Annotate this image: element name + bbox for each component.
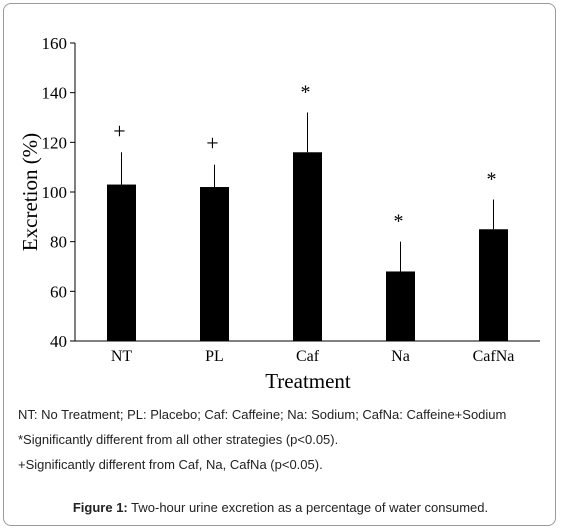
x-tick-label: NT <box>111 348 133 365</box>
y-tick-label: 160 <box>42 34 68 53</box>
figure-frame <box>3 3 556 526</box>
y-tick-label: 60 <box>50 282 67 301</box>
x-tick-label: CafNa <box>473 348 515 365</box>
bars <box>107 152 508 341</box>
caption-block: NT: No Treatment; PL: Placebo; Caf: Caff… <box>18 406 546 473</box>
y-ticks: 40 60 80 100 120 140 160 <box>42 34 75 351</box>
y-tick-label: 120 <box>42 133 68 152</box>
abbreviation-legend: NT: No Treatment; PL: Placebo; Caf: Caff… <box>18 407 507 422</box>
y-tick-label: 80 <box>50 233 67 252</box>
figure-caption: Figure 1: Two-hour urine excretion as a … <box>0 500 561 515</box>
significance-note-plus: +Significantly different from Caf, Na, C… <box>18 457 323 472</box>
bar-nt <box>107 184 136 341</box>
bar-cafna <box>479 229 508 341</box>
y-tick-label: 100 <box>42 183 68 202</box>
significance-marker: * <box>487 168 497 190</box>
x-tick-labels: NT PL Caf Na CafNa <box>111 348 515 365</box>
significance-marker: + <box>113 118 125 143</box>
significance-marker: + <box>206 131 218 156</box>
x-tick-label: Caf <box>296 348 320 365</box>
x-tick-label: Na <box>391 348 410 365</box>
error-bars <box>121 112 494 272</box>
figure-caption-text: Two-hour urine excretion as a percentage… <box>127 500 489 515</box>
significance-marker: * <box>301 82 311 104</box>
y-tick-label: 40 <box>50 332 67 351</box>
y-tick-label: 140 <box>42 84 68 103</box>
significance-marker: * <box>394 211 404 233</box>
bar-caf <box>293 152 322 341</box>
significance-note-star: *Significantly different from all other … <box>18 432 339 447</box>
y-axis-label: Excretion (%) <box>18 133 42 251</box>
significance-markers: + + * * * <box>113 82 496 233</box>
x-axis-label: Treatment <box>265 369 351 393</box>
x-tick-label: PL <box>205 348 224 365</box>
bar-pl <box>200 187 229 341</box>
bar-na <box>386 271 415 341</box>
figure-label: Figure 1: <box>72 500 128 515</box>
